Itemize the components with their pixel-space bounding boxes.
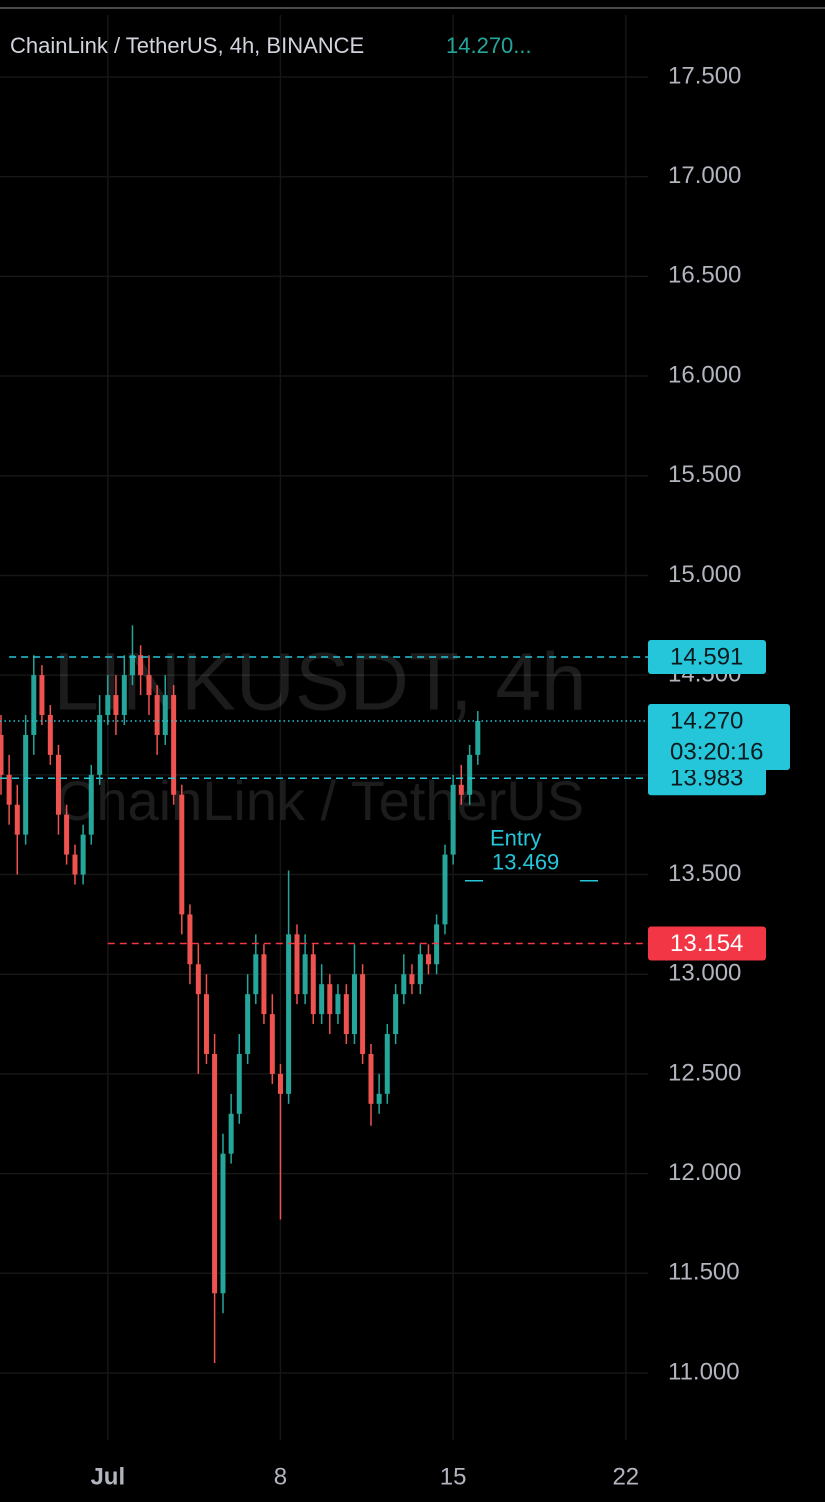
watermark-subtitle: ChainLink / TetherUS [56,769,584,832]
candle-body [129,655,135,676]
price-label: 13.154 [670,930,743,957]
candle-body [351,974,357,1035]
candle-body [277,1073,283,1094]
candle-body [72,854,78,875]
candle-body [467,754,473,795]
candle-body [236,1053,242,1114]
candle-body [458,784,464,795]
candle-body [47,715,53,755]
candle-body [401,974,407,995]
candle-body [39,675,45,716]
candle-body [121,675,127,716]
x-tick-label: 15 [440,1463,467,1490]
candle-body [105,695,111,716]
candle-body [253,954,259,995]
y-tick-label: 11.500 [668,1259,740,1286]
candle-body [0,734,4,775]
candle-body [154,695,160,735]
candle-body [64,814,70,855]
candle-body [310,954,316,1015]
y-tick-label: 17.000 [668,162,741,189]
candle-body [171,695,177,795]
candle-body [88,774,94,835]
y-tick-label: 13.500 [668,860,741,887]
chart-title: ChainLink / TetherUS, 4h, BINANCE [10,33,364,58]
entry-value: 13.469 [492,850,559,875]
candle-body [6,774,12,805]
overlay: 14.59113.98314.27003:20:1613.154Entry13.… [0,639,790,961]
candle-body [80,834,86,875]
countdown: 03:20:16 [670,738,763,765]
candle-body [146,675,152,696]
candle-body [393,994,399,1035]
candle-body [14,804,20,835]
candle-body [327,984,333,1015]
candle-body [409,974,415,985]
candle-body [179,794,185,915]
y-tick-label: 17.500 [668,62,741,89]
y-tick-label: 15.000 [668,561,741,588]
candle-body [425,954,431,965]
y-tick-label: 16.000 [668,361,741,388]
candle-body [187,914,193,965]
price-label-box [648,703,790,770]
candle-body [335,994,341,1015]
candle-body [162,695,168,735]
y-tick-label: 13.000 [668,960,741,987]
candle-body [195,964,201,995]
y-tick-label: 11.000 [668,1358,740,1385]
watermark: LINKUSDT, 4h ChainLink / TetherUS [53,637,586,832]
candle-body [319,984,325,1015]
candle-body [343,994,349,1035]
candle-body [360,974,366,1054]
candle-body [384,1034,390,1094]
plot [0,625,481,1364]
grid: 11.00011.50012.00012.50013.00013.50014.0… [0,15,741,1490]
candle-body [294,934,300,995]
watermark-title: LINKUSDT, 4h [53,637,586,728]
y-tick-label: 12.000 [668,1159,741,1186]
candle-body [450,784,456,855]
candle-body [212,1053,218,1294]
candle-body [23,734,29,835]
candle-body [261,954,267,1015]
candle-body [368,1053,374,1104]
x-tick-label: 8 [274,1463,287,1490]
candle-body [417,954,423,985]
candle-body [475,720,481,755]
last-price: 14.270... [446,33,532,58]
candle-body [302,954,308,995]
price-label-box [648,639,766,674]
candle-body [245,994,251,1054]
price-label: 14.591 [670,643,743,670]
candle-body [203,994,209,1054]
y-tick-label: 15.500 [668,461,741,488]
y-tick-label: 16.500 [668,262,741,289]
price-label-box [648,926,766,961]
candle-body [220,1153,226,1294]
candle-body [138,655,144,676]
price-label: 14.270 [670,707,743,734]
candle-body [31,675,37,735]
x-tick-label: 22 [612,1463,639,1490]
entry-label: Entry [490,826,541,851]
y-tick-label: 12.500 [668,1059,741,1086]
candle-body [286,934,292,1094]
x-tick-label: Jul [90,1463,125,1490]
candle-body [269,1014,275,1074]
candle-body [55,754,61,815]
candle-body [113,695,119,716]
candle-body [376,1093,382,1104]
candle-body [97,715,103,775]
candle-body [434,924,440,965]
candle-body [442,854,448,925]
candle-body [228,1113,234,1154]
